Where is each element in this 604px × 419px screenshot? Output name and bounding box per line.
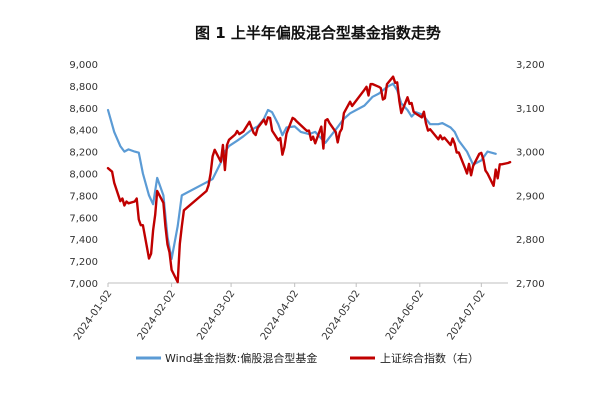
x-tick-label: 2024-03-02 [195, 288, 237, 342]
y-right-tick-label: 2,900 [516, 191, 545, 202]
chart-title: 图 1 上半年偏股混合型基金指数走势 [195, 24, 441, 42]
x-tick-label: 2024-06-02 [384, 288, 426, 342]
y-left-tick-label: 7,800 [69, 191, 98, 202]
y-right-tick-label: 3,100 [516, 104, 545, 115]
y-left-tick-label: 7,600 [69, 213, 98, 224]
legend-label: Wind基金指数:偏股混合型基金 [165, 351, 317, 365]
series-line-shanghai-composite [106, 75, 512, 284]
y-left-tick-label: 7,400 [69, 235, 98, 246]
y-left-tick-label: 8,400 [69, 126, 98, 137]
x-tick-label: 2024-05-02 [320, 288, 362, 342]
y-left-tick-label: 9,000 [69, 60, 98, 71]
y-right-tick-label: 2,800 [516, 235, 545, 246]
x-tick-label: 2024-02-02 [136, 288, 178, 342]
y-right-tick-label: 3,200 [516, 60, 545, 71]
y-left-tick-label: 8,600 [69, 104, 98, 115]
x-tick-label: 2024-01-02 [72, 288, 114, 342]
y-left-tick-label: 7,200 [69, 257, 98, 268]
legend-label: 上证综合指数（右） [380, 351, 479, 365]
y-left-tick-label: 7,000 [69, 279, 98, 290]
x-tick-label: 2024-07-02 [445, 288, 487, 342]
y-right-tick-label: 3,000 [516, 148, 545, 159]
y-right-tick-label: 2,700 [516, 279, 545, 290]
y-left-tick-label: 8,800 [69, 82, 98, 93]
x-tick-label: 2024-04-02 [259, 288, 301, 342]
y-left-tick-label: 8,000 [69, 170, 98, 181]
y-left-tick-label: 8,200 [69, 148, 98, 159]
